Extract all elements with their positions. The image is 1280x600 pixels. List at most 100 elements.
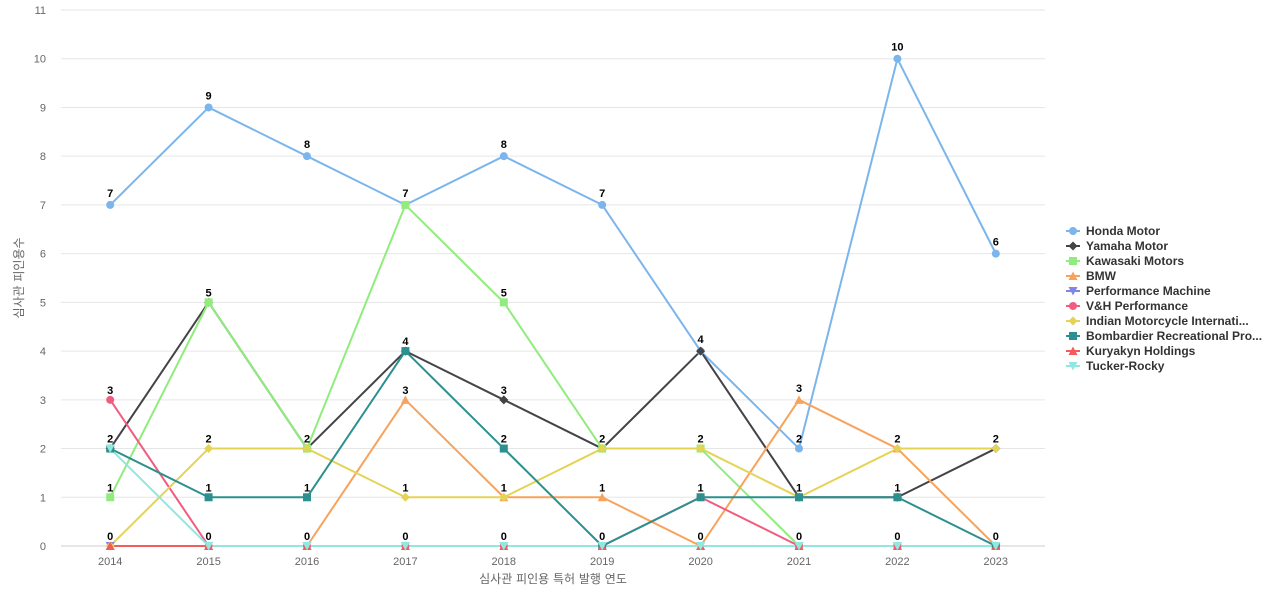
data-label: 1 <box>599 482 605 494</box>
data-label: 1 <box>304 482 310 494</box>
data-label: 4 <box>698 334 705 346</box>
data-point <box>893 54 902 63</box>
x-tick-label: 2017 <box>393 556 417 568</box>
y-axis-title: 심사관 피인용수 <box>12 237 26 318</box>
data-point <box>696 542 706 551</box>
data-label: 7 <box>107 188 113 200</box>
data-label: 5 <box>206 287 212 299</box>
data-label: 2 <box>599 434 605 446</box>
data-label: 6 <box>993 237 999 249</box>
series-line <box>109 350 997 547</box>
series-line <box>109 447 997 547</box>
data-label: 9 <box>206 90 212 102</box>
data-label: 0 <box>402 531 408 543</box>
legend-item: Kawasaki Motors <box>1066 254 1184 268</box>
data-point <box>106 493 115 502</box>
data-point <box>105 541 115 550</box>
data-label: 0 <box>304 531 310 543</box>
x-tick-label: 2020 <box>688 556 712 568</box>
data-label: 3 <box>107 385 113 397</box>
data-label: 1 <box>894 482 900 494</box>
y-tick-label: 5 <box>40 297 46 309</box>
legend-marker <box>1069 227 1077 235</box>
legend-label: Kawasaki Motors <box>1086 254 1184 268</box>
y-tick-label: 2 <box>40 444 46 456</box>
data-label: 1 <box>698 482 704 494</box>
legend-marker <box>1069 332 1077 340</box>
x-tick-label: 2019 <box>590 556 614 568</box>
data-point <box>204 298 213 307</box>
data-point <box>499 298 508 307</box>
legend-marker <box>1068 316 1078 326</box>
data-point <box>302 444 312 454</box>
y-tick-label: 7 <box>40 200 46 212</box>
legend-item: BMW <box>1066 269 1117 283</box>
data-point <box>892 542 902 551</box>
data-point <box>597 542 607 551</box>
data-point <box>204 542 214 551</box>
data-label: 0 <box>501 531 507 543</box>
data-point <box>794 542 804 551</box>
data-point <box>302 542 312 551</box>
data-point <box>303 493 311 502</box>
data-label: 0 <box>107 531 113 543</box>
data-label: 1 <box>796 482 802 494</box>
data-point <box>401 200 410 209</box>
x-tick-label: 2021 <box>787 556 811 568</box>
data-labels: 7987874310632105210210431053210210210210… <box>107 42 999 543</box>
data-label: 2 <box>993 434 999 446</box>
legend-item: Yamaha Motor <box>1066 239 1168 253</box>
y-tick-label: 3 <box>40 395 46 407</box>
y-tick-label: 4 <box>40 346 46 358</box>
legend-marker <box>1068 287 1078 296</box>
legend-label: Indian Motorcycle Internati... <box>1086 314 1249 328</box>
data-label: 10 <box>891 42 903 54</box>
legend-item: Bombardier Recreational Pro... <box>1066 329 1262 343</box>
legend-marker <box>1069 257 1077 265</box>
legend-item: Honda Motor <box>1066 224 1160 238</box>
series-line <box>109 203 997 547</box>
data-label: 2 <box>107 434 113 446</box>
data-point <box>696 346 706 356</box>
data-point <box>401 347 410 356</box>
data-point <box>499 492 509 502</box>
x-tick-label: 2016 <box>295 556 319 568</box>
data-label: 0 <box>993 531 999 543</box>
y-tick-label: 0 <box>40 541 46 553</box>
data-point <box>204 103 213 112</box>
x-tick-label: 2023 <box>984 556 1008 568</box>
data-point <box>696 444 706 454</box>
legend-label: Kuryakyn Holdings <box>1086 344 1196 358</box>
legend-item: V&H Performance <box>1066 299 1188 313</box>
data-point <box>106 200 115 209</box>
data-label: 2 <box>304 434 310 446</box>
legend-label: Honda Motor <box>1086 224 1160 238</box>
series-line <box>109 447 997 547</box>
legend-label: V&H Performance <box>1086 299 1188 313</box>
y-tick-label: 8 <box>40 151 46 163</box>
legend-item: Tucker-Rocky <box>1066 359 1165 373</box>
data-point <box>795 493 803 502</box>
data-point <box>400 492 410 502</box>
x-axis-title: 심사관 피인용 특허 발행 연도 <box>479 571 627 586</box>
legend-marker <box>1068 362 1078 371</box>
data-point <box>499 152 508 161</box>
legend-label: BMW <box>1086 269 1117 283</box>
legend-marker <box>1068 241 1078 251</box>
data-label: 2 <box>796 434 802 446</box>
data-point <box>105 444 115 454</box>
x-tick-label: 2018 <box>492 556 516 568</box>
x-axis-ticks: 2014 2015 2016 2017 2018 2019 2020 2021 2022 2023 <box>98 556 1008 568</box>
legend-label: Performance Machine <box>1086 284 1211 298</box>
legend-marker <box>1068 271 1078 280</box>
data-label: 3 <box>402 385 408 397</box>
data-point <box>597 492 607 502</box>
data-point <box>499 395 509 405</box>
data-label: 0 <box>796 531 802 543</box>
data-point <box>991 444 1001 454</box>
data-label: 1 <box>206 482 212 494</box>
data-label: 3 <box>501 385 507 397</box>
data-label: 1 <box>501 482 507 494</box>
y-tick-label: 11 <box>35 5 46 17</box>
